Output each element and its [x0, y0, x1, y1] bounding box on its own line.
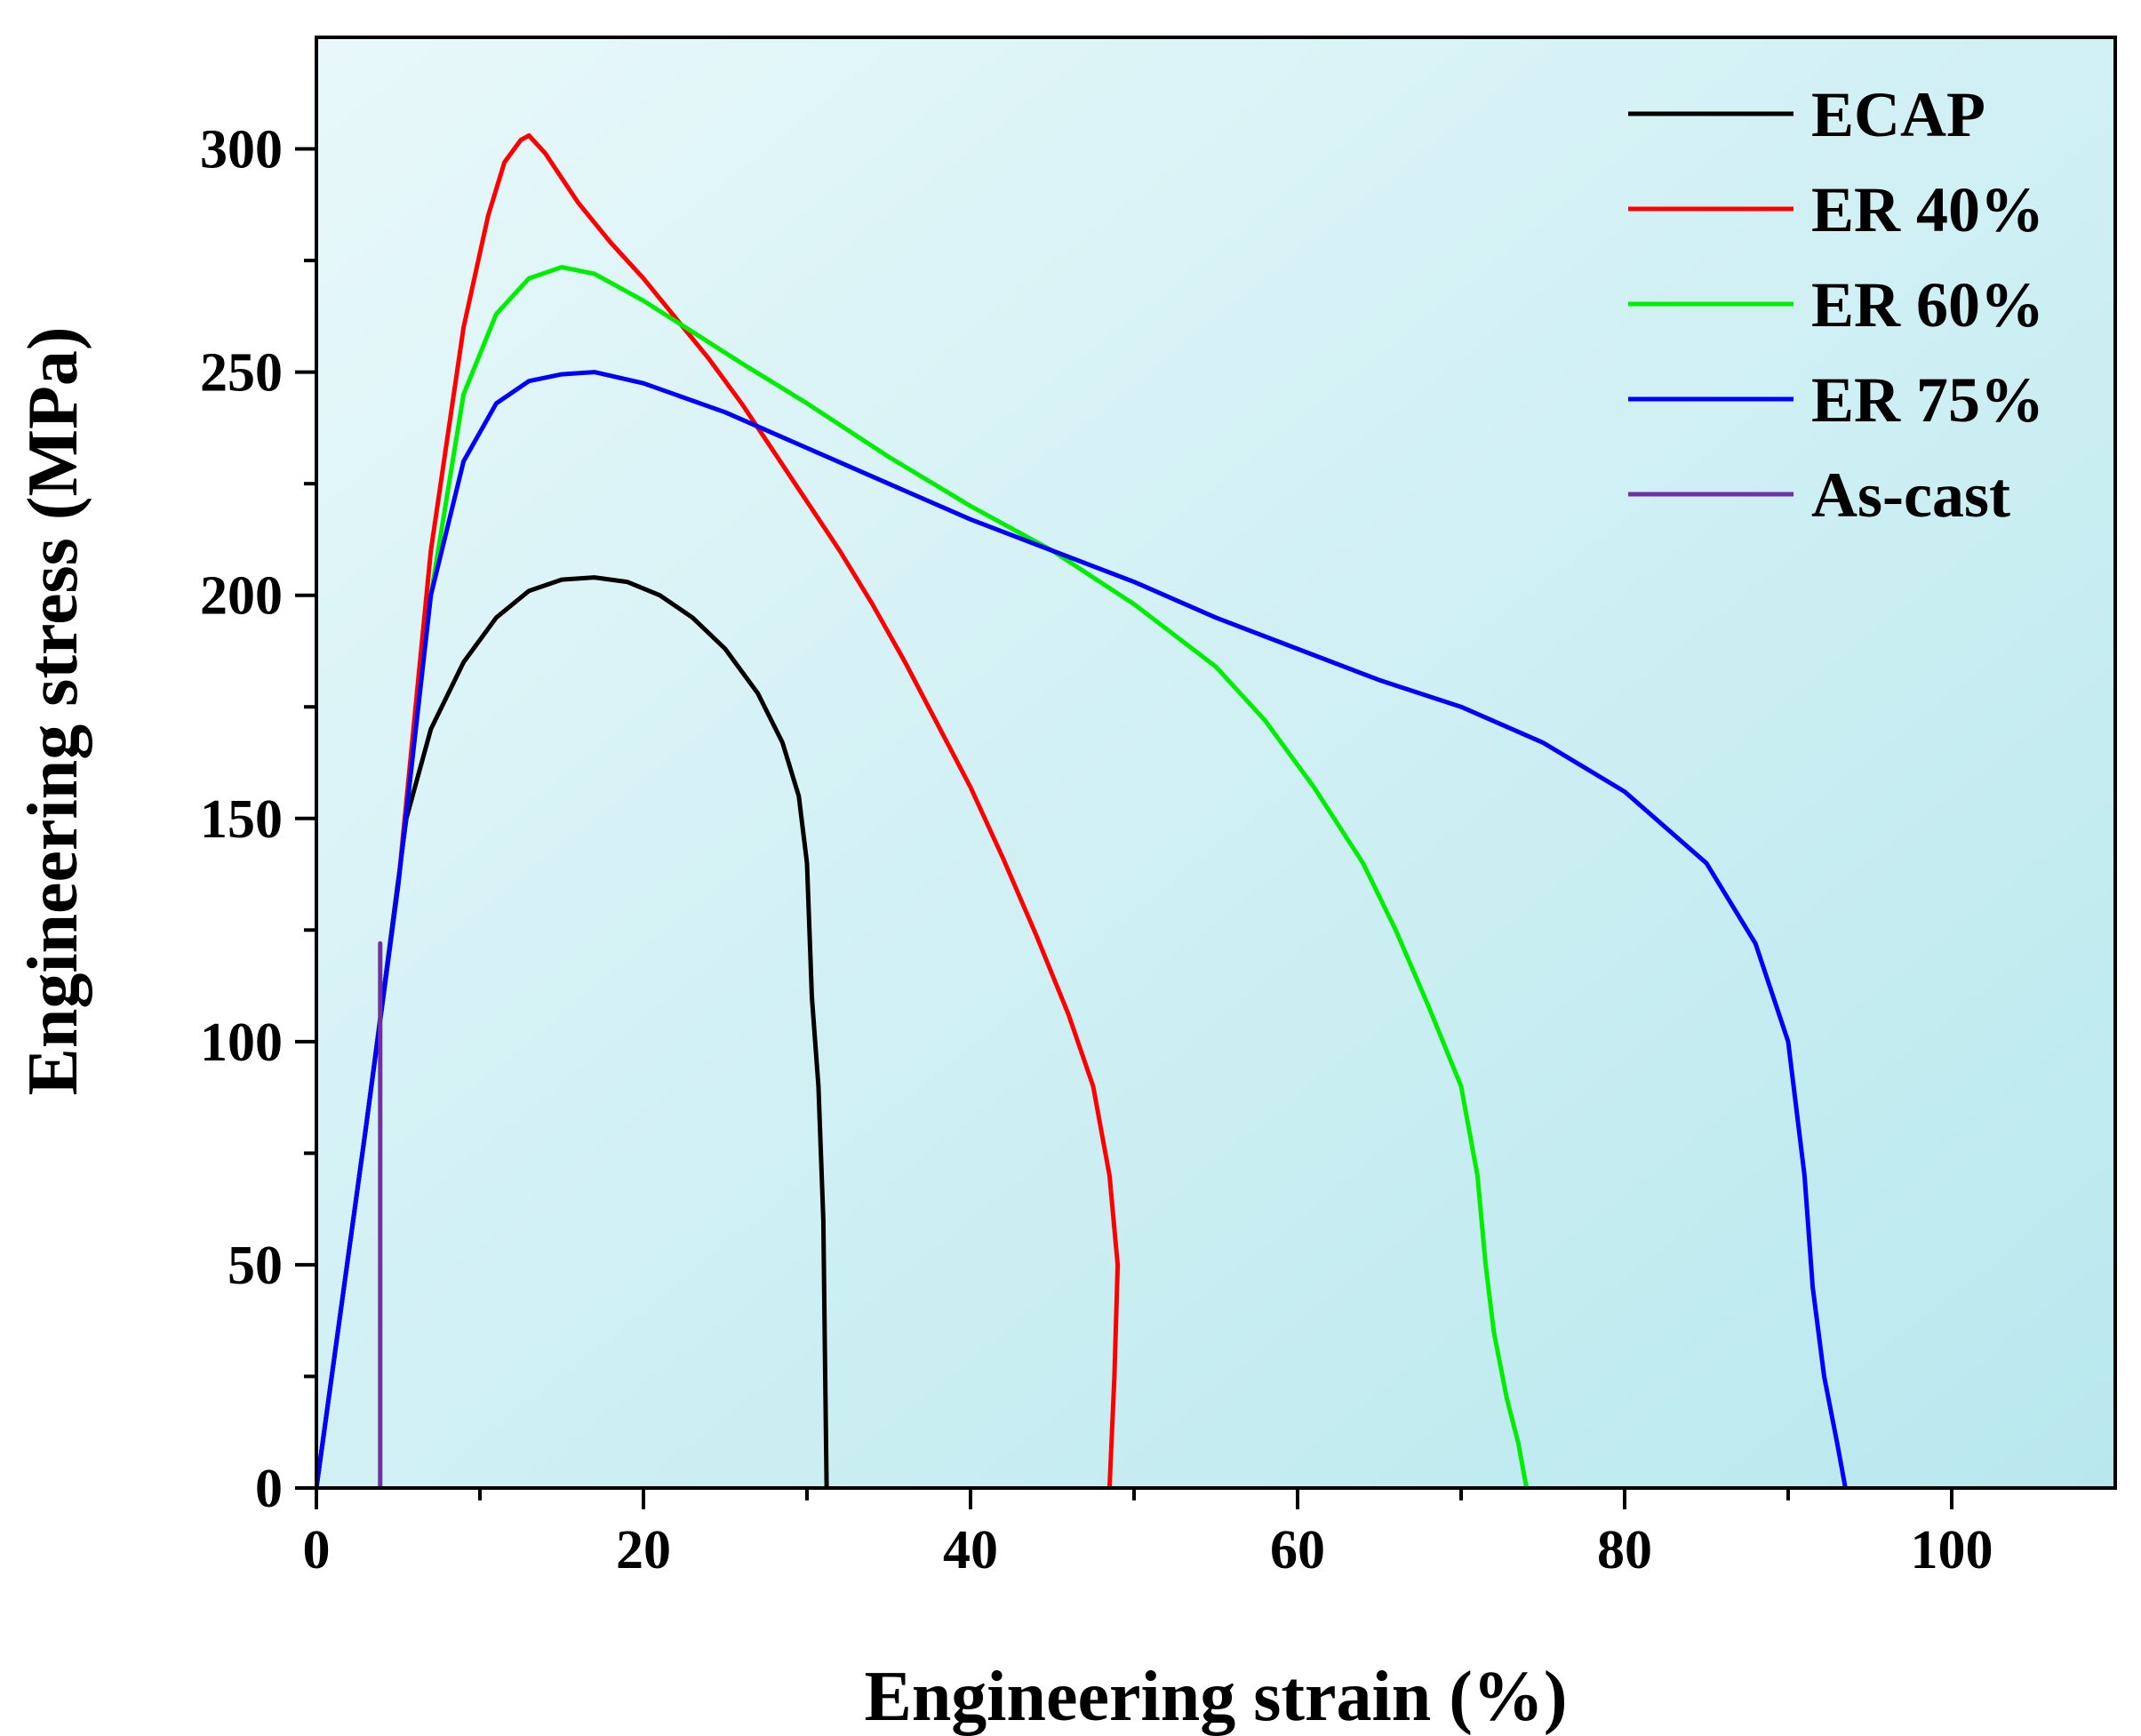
x-tick-label: 80 [1597, 1520, 1652, 1580]
series-line-0 [316, 575, 829, 1488]
y-tick-label: 200 [200, 566, 283, 627]
x-tick-label: 20 [616, 1520, 671, 1580]
x-axis-title: Engineering strain (%) [864, 1658, 1567, 1736]
y-tick-label: 150 [200, 789, 283, 850]
y-tick-label: 0 [255, 1459, 283, 1519]
legend-label-4: As-cast [1811, 460, 2010, 531]
series-line-3 [316, 370, 1848, 1488]
tick-layer [295, 147, 1953, 1509]
y-tick-label: 100 [200, 1012, 283, 1073]
x-tick-label: 100 [1911, 1520, 1993, 1580]
x-tick-label: 40 [943, 1520, 998, 1580]
x-tick-label: 60 [1270, 1520, 1325, 1580]
plot-frame [315, 36, 2117, 1490]
y-tick-label: 300 [200, 120, 283, 180]
legend-label-2: ER 60% [1811, 269, 2044, 340]
series-layer [316, 133, 1848, 1488]
plot-area [316, 37, 2115, 1488]
series-line-2 [316, 265, 1530, 1488]
y-tick-label: 250 [200, 343, 283, 404]
legend: ECAP ER 40% ER 60% ER 75% As-cast [1628, 79, 2044, 531]
y-axis-title: Engineering stress (MPa) [14, 326, 92, 1095]
x-tick-label: 0 [303, 1520, 331, 1580]
y-tick-label: 50 [228, 1236, 283, 1296]
legend-label-3: ER 75% [1811, 364, 2044, 436]
legend-label-1: ER 40% [1811, 174, 2044, 245]
legend-label-0: ECAP [1811, 79, 1985, 150]
series-line-1 [316, 133, 1121, 1488]
tick-label-layer: 0 20 40 60 80 100 0 50 100 150 200 250 300 [200, 120, 1993, 1580]
